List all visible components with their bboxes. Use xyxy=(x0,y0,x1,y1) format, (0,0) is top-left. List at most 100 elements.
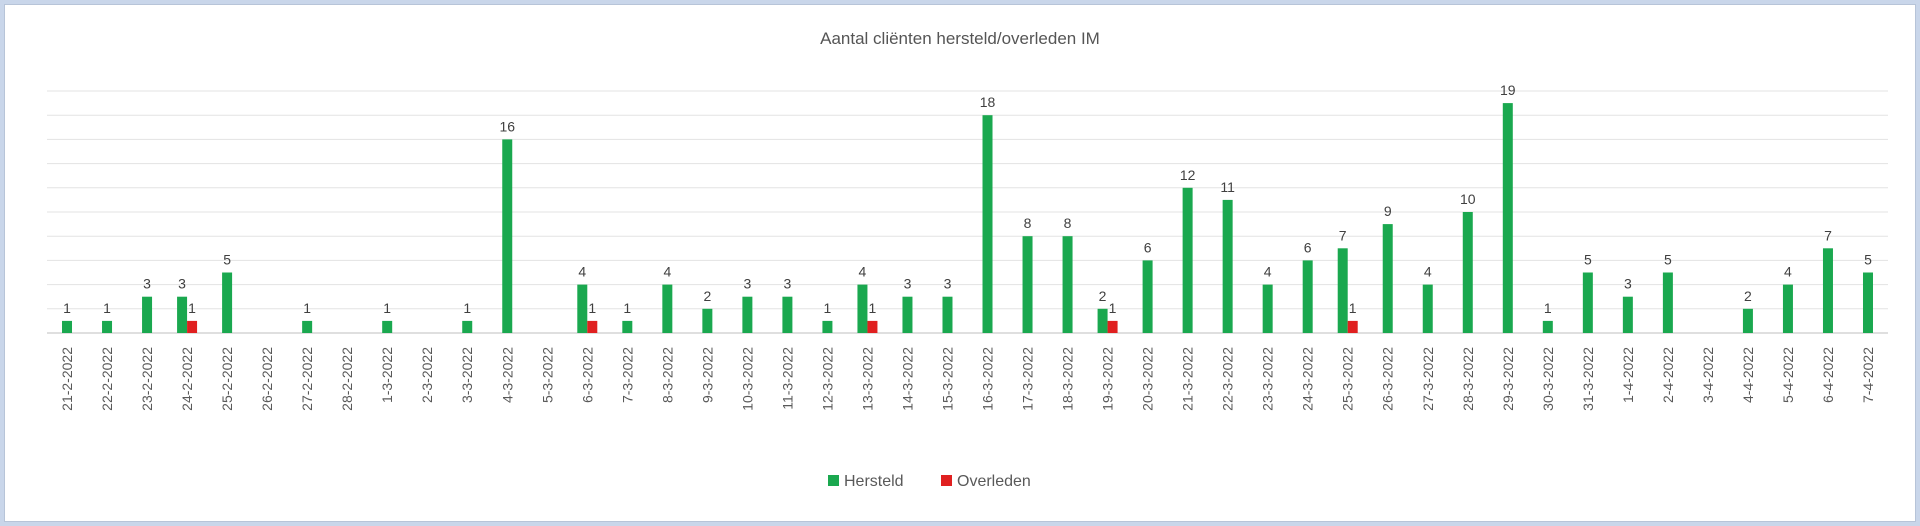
bar-hersteld-9-3-2022 xyxy=(702,308,713,333)
data-label-hersteld: 3 xyxy=(178,276,186,292)
x-tick-label: 27-3-2022 xyxy=(1420,347,1436,411)
data-label-hersteld: 1 xyxy=(383,300,391,316)
data-label-hersteld: 4 xyxy=(663,264,671,280)
x-tick-label: 2-3-2022 xyxy=(419,347,435,403)
data-label-hersteld: 8 xyxy=(1024,215,1032,231)
data-label-hersteld: 16 xyxy=(499,118,515,134)
data-label-overleden: 1 xyxy=(1349,300,1357,316)
x-tick-label: 21-3-2022 xyxy=(1180,347,1196,411)
x-tick-label: 25-2-2022 xyxy=(219,347,235,411)
data-label-overleden: 1 xyxy=(188,300,196,316)
bar-hersteld-27-3-2022 xyxy=(1422,284,1433,333)
x-tick-label: 31-3-2022 xyxy=(1580,347,1596,411)
bar-overleden-13-3-2022 xyxy=(867,320,878,333)
x-tick-label: 18-3-2022 xyxy=(1060,347,1076,411)
bar-hersteld-21-3-2022 xyxy=(1182,187,1193,333)
data-label-hersteld: 10 xyxy=(1460,191,1476,207)
bar-hersteld-20-3-2022 xyxy=(1142,260,1153,333)
bar-hersteld-31-3-2022 xyxy=(1582,272,1593,333)
data-label-hersteld: 19 xyxy=(1500,82,1516,98)
data-label-hersteld: 9 xyxy=(1384,203,1392,219)
x-tick-label: 17-3-2022 xyxy=(1020,347,1036,411)
data-label-hersteld: 3 xyxy=(784,276,792,292)
x-tick-label: 30-3-2022 xyxy=(1540,347,1556,411)
bar-hersteld-27-2-2022 xyxy=(302,320,313,333)
bar-hersteld-4-4-2022 xyxy=(1742,308,1753,333)
x-tick-label: 22-2-2022 xyxy=(99,347,115,411)
bar-hersteld-13-3-2022 xyxy=(857,284,868,333)
bar-overleden-25-3-2022 xyxy=(1347,320,1358,333)
x-tick-label: 12-3-2022 xyxy=(819,347,835,411)
x-tick-label: 9-3-2022 xyxy=(699,347,715,403)
bar-hersteld-28-3-2022 xyxy=(1462,212,1473,333)
data-label-hersteld: 4 xyxy=(1264,264,1272,280)
x-tick-label: 27-2-2022 xyxy=(299,347,315,411)
data-label-overleden: 1 xyxy=(1109,300,1117,316)
bar-overleden-6-3-2022 xyxy=(587,320,598,333)
legend-label-hersteld: Hersteld xyxy=(844,473,904,490)
bar-hersteld-21-2-2022 xyxy=(62,320,73,333)
data-label-hersteld: 5 xyxy=(1664,252,1672,268)
bar-hersteld-6-4-2022 xyxy=(1822,248,1833,333)
legend-swatch-overleden xyxy=(941,475,952,486)
bar-hersteld-17-3-2022 xyxy=(1022,236,1033,333)
x-tick-label: 23-3-2022 xyxy=(1260,347,1276,411)
legend-label-overleden: Overleden xyxy=(957,473,1031,490)
x-tick-label: 29-3-2022 xyxy=(1500,347,1516,411)
data-label-overleden: 1 xyxy=(588,300,596,316)
bar-hersteld-1-3-2022 xyxy=(382,320,393,333)
data-label-hersteld: 5 xyxy=(223,252,231,268)
data-label-hersteld: 1 xyxy=(623,300,631,316)
bars xyxy=(62,103,1873,333)
bar-hersteld-25-2-2022 xyxy=(222,272,233,333)
data-label-hersteld: 6 xyxy=(1304,239,1312,255)
bar-hersteld-22-2-2022 xyxy=(102,320,113,333)
x-tick-label: 25-3-2022 xyxy=(1340,347,1356,411)
bar-hersteld-3-3-2022 xyxy=(462,320,473,333)
x-tick-label: 16-3-2022 xyxy=(980,347,996,411)
data-label-overleden: 1 xyxy=(869,300,877,316)
x-tick-label: 7-4-2022 xyxy=(1860,347,1876,403)
bar-hersteld-25-3-2022 xyxy=(1337,248,1348,333)
data-label-hersteld: 4 xyxy=(578,264,586,280)
bar-hersteld-7-3-2022 xyxy=(622,320,633,333)
data-label-hersteld: 4 xyxy=(1424,264,1432,280)
bar-hersteld-15-3-2022 xyxy=(942,296,953,333)
chart-title: Aantal cliënten hersteld/overleden IM xyxy=(820,29,1100,48)
legend-swatch-hersteld xyxy=(828,475,839,486)
bar-hersteld-19-3-2022 xyxy=(1097,308,1108,333)
bar-hersteld-22-3-2022 xyxy=(1222,199,1233,333)
x-tick-label: 22-3-2022 xyxy=(1220,347,1236,411)
bar-hersteld-4-3-2022 xyxy=(502,139,513,333)
bar-hersteld-23-2-2022 xyxy=(142,296,153,333)
bar-hersteld-6-3-2022 xyxy=(577,284,588,333)
x-tick-label: 24-2-2022 xyxy=(179,347,195,411)
x-tick-label: 26-2-2022 xyxy=(259,347,275,411)
gridlines xyxy=(47,90,1888,334)
x-tick-label: 14-3-2022 xyxy=(899,347,915,411)
data-label-hersteld: 4 xyxy=(1784,264,1792,280)
bar-hersteld-8-3-2022 xyxy=(662,284,673,333)
x-tick-label: 15-3-2022 xyxy=(939,347,955,411)
data-label-hersteld: 3 xyxy=(743,276,751,292)
bar-hersteld-12-3-2022 xyxy=(822,320,833,333)
bar-hersteld-11-3-2022 xyxy=(782,296,793,333)
data-label-hersteld: 12 xyxy=(1180,167,1196,183)
x-tick-label: 10-3-2022 xyxy=(739,347,755,411)
data-label-hersteld: 2 xyxy=(703,288,711,304)
bar-hersteld-5-4-2022 xyxy=(1782,284,1793,333)
x-tick-label: 3-3-2022 xyxy=(459,347,475,403)
x-tick-label: 2-4-2022 xyxy=(1660,347,1676,403)
data-label-hersteld: 5 xyxy=(1864,252,1872,268)
bar-hersteld-30-3-2022 xyxy=(1542,320,1553,333)
x-tick-label: 23-2-2022 xyxy=(139,347,155,411)
x-tick-label: 1-4-2022 xyxy=(1620,347,1636,403)
data-label-hersteld: 1 xyxy=(824,300,832,316)
x-tick-label: 1-3-2022 xyxy=(379,347,395,403)
data-label-hersteld: 7 xyxy=(1824,227,1832,243)
x-tick-label: 26-3-2022 xyxy=(1380,347,1396,411)
x-tick-label: 28-2-2022 xyxy=(339,347,355,411)
bar-hersteld-2-4-2022 xyxy=(1662,272,1673,333)
data-label-hersteld: 1 xyxy=(303,300,311,316)
